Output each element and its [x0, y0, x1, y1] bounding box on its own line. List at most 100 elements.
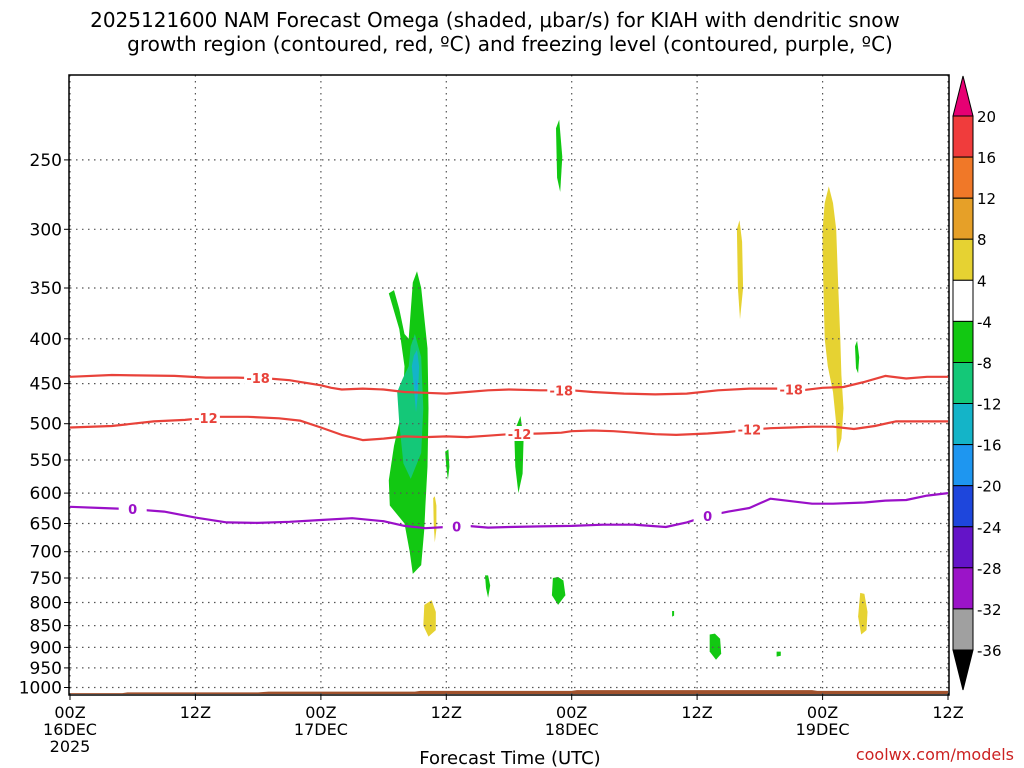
contour-label: 0 — [703, 510, 712, 525]
grid-layer — [69, 75, 949, 695]
x-tick-label: 00Z — [556, 703, 587, 722]
y-tick-label: 400 — [30, 330, 62, 350]
contour-label-bg — [693, 507, 722, 523]
omega-region-9 — [672, 611, 675, 617]
x-tick-label: 17DEC — [294, 720, 348, 739]
y-tick-label: 500 — [30, 415, 62, 435]
colorbar-bin-3 — [952, 197, 974, 240]
colorbar-bin-10 — [952, 485, 974, 528]
x-tick-label: 2025 — [50, 737, 91, 756]
omega-region-2 — [411, 350, 420, 413]
y-tick-label: 750 — [30, 569, 62, 589]
colorbar-bin-5 — [952, 279, 974, 322]
y-tick-label: 950 — [30, 659, 62, 679]
colorbar-label: 12 — [977, 190, 996, 208]
x-tick-label: 00Z — [54, 703, 85, 722]
omega-region-15 — [736, 220, 744, 320]
y-tick-label: 600 — [30, 484, 62, 504]
contour-label-bg — [777, 381, 806, 397]
contour-label: -18 — [779, 384, 803, 399]
x-tick-label: 12Z — [431, 703, 462, 722]
colorbar-label: 20 — [977, 108, 996, 126]
terrain-layer — [70, 690, 948, 694]
colorbar-bin-1 — [952, 115, 974, 158]
x-axis-label: Forecast Time (UTC) — [419, 748, 600, 768]
y-tick-label: 1000 — [19, 679, 62, 699]
omega-region-14 — [423, 600, 436, 637]
y-tick-label: 850 — [30, 617, 62, 637]
colorbar-bin-4 — [952, 238, 974, 281]
colorbar-label: -8 — [977, 355, 992, 373]
colorbar-bin-14 — [952, 649, 974, 691]
omega-region-4 — [445, 449, 450, 481]
chart-title-line-1: 2025121600 NAM Forecast Omega (shaded, μ… — [90, 8, 900, 32]
colorbar-label: 8 — [977, 231, 987, 249]
omega-region-12 — [855, 340, 860, 374]
contour-label: -12 — [508, 428, 532, 443]
colorbar-bin-7 — [952, 362, 974, 405]
omega-region-7 — [485, 575, 491, 598]
watermark: coolwx.com/models — [856, 745, 1014, 764]
plot-frame — [68, 74, 950, 696]
contour-layer: -18 -18 -18 -12 -12 -12 0 0 0 — [69, 370, 949, 535]
contour-label-bg — [244, 370, 273, 386]
colorbar-bin-13 — [952, 608, 974, 651]
contour-label: -12 — [738, 424, 762, 439]
y-tick-label: 900 — [30, 638, 62, 658]
y-tick-label: 350 — [30, 279, 62, 299]
y-tick-label: 650 — [30, 515, 62, 535]
x-tick-label: 18DEC — [545, 720, 599, 739]
terrain-band — [70, 690, 948, 694]
colorbar-bin-6 — [952, 320, 974, 363]
colorbar-label: -28 — [977, 560, 1002, 578]
colorbar-bin-2 — [952, 156, 974, 199]
colorbar-bin-0 — [952, 75, 974, 117]
contour-label-bg — [442, 518, 471, 534]
x-tick-label: 12Z — [180, 703, 211, 722]
colorbar-label: -24 — [977, 519, 1002, 537]
contour-2 — [69, 492, 949, 530]
omega-region-13 — [433, 496, 437, 543]
y-tick-label: 700 — [30, 543, 62, 563]
omega-region-8 — [551, 577, 566, 605]
omega-region-3 — [415, 379, 417, 392]
contour-label-bg — [735, 421, 764, 437]
contour-label: 0 — [452, 520, 461, 535]
contour-label: -12 — [194, 412, 218, 427]
y-axis: 2503003504004505005506006507007508008509… — [19, 151, 70, 699]
colorbar-label: -12 — [977, 396, 1002, 414]
omega-region-17 — [858, 592, 868, 635]
contour-label-bg — [547, 382, 576, 398]
y-tick-label: 800 — [30, 594, 62, 614]
omega-region-10 — [709, 633, 722, 660]
contour-label-bg — [505, 426, 534, 441]
chart-title-line-2: growth region (contoured, red, ºC) and f… — [127, 32, 893, 56]
colorbar-label: -32 — [977, 601, 1002, 619]
y-tick-label: 450 — [30, 375, 62, 395]
y-tick-label: 550 — [30, 451, 62, 471]
colorbar-bin-9 — [952, 444, 974, 487]
x-tick-label: 12Z — [681, 703, 712, 722]
colorbar-label: -20 — [977, 478, 1002, 496]
x-tick-label: 12Z — [932, 703, 963, 722]
x-tick-label: 16DEC — [43, 720, 97, 739]
contour-label-bg — [191, 409, 220, 425]
colorbar: 20 16 12 8 4 -4 -8 -12 -16 -20 -24 -28 -32 -36 — [952, 75, 1002, 691]
contour-label: 0 — [128, 503, 137, 518]
colorbar-label: 4 — [977, 272, 987, 290]
colorbar-bin-12 — [952, 567, 974, 610]
omega-region-6 — [556, 119, 563, 192]
colorbar-label: -4 — [977, 313, 992, 331]
contour-label: -18 — [246, 372, 270, 387]
x-tick-label: 00Z — [807, 703, 838, 722]
colorbar-label: -36 — [977, 642, 1002, 660]
colorbar-bin-11 — [952, 526, 974, 569]
colorbar-label: -16 — [977, 437, 1002, 455]
contour-label: -18 — [550, 384, 574, 399]
y-tick-label: 250 — [30, 151, 62, 171]
contour-0 — [69, 373, 948, 396]
colorbar-label: 16 — [977, 149, 996, 167]
y-tick-label: 300 — [30, 220, 62, 240]
